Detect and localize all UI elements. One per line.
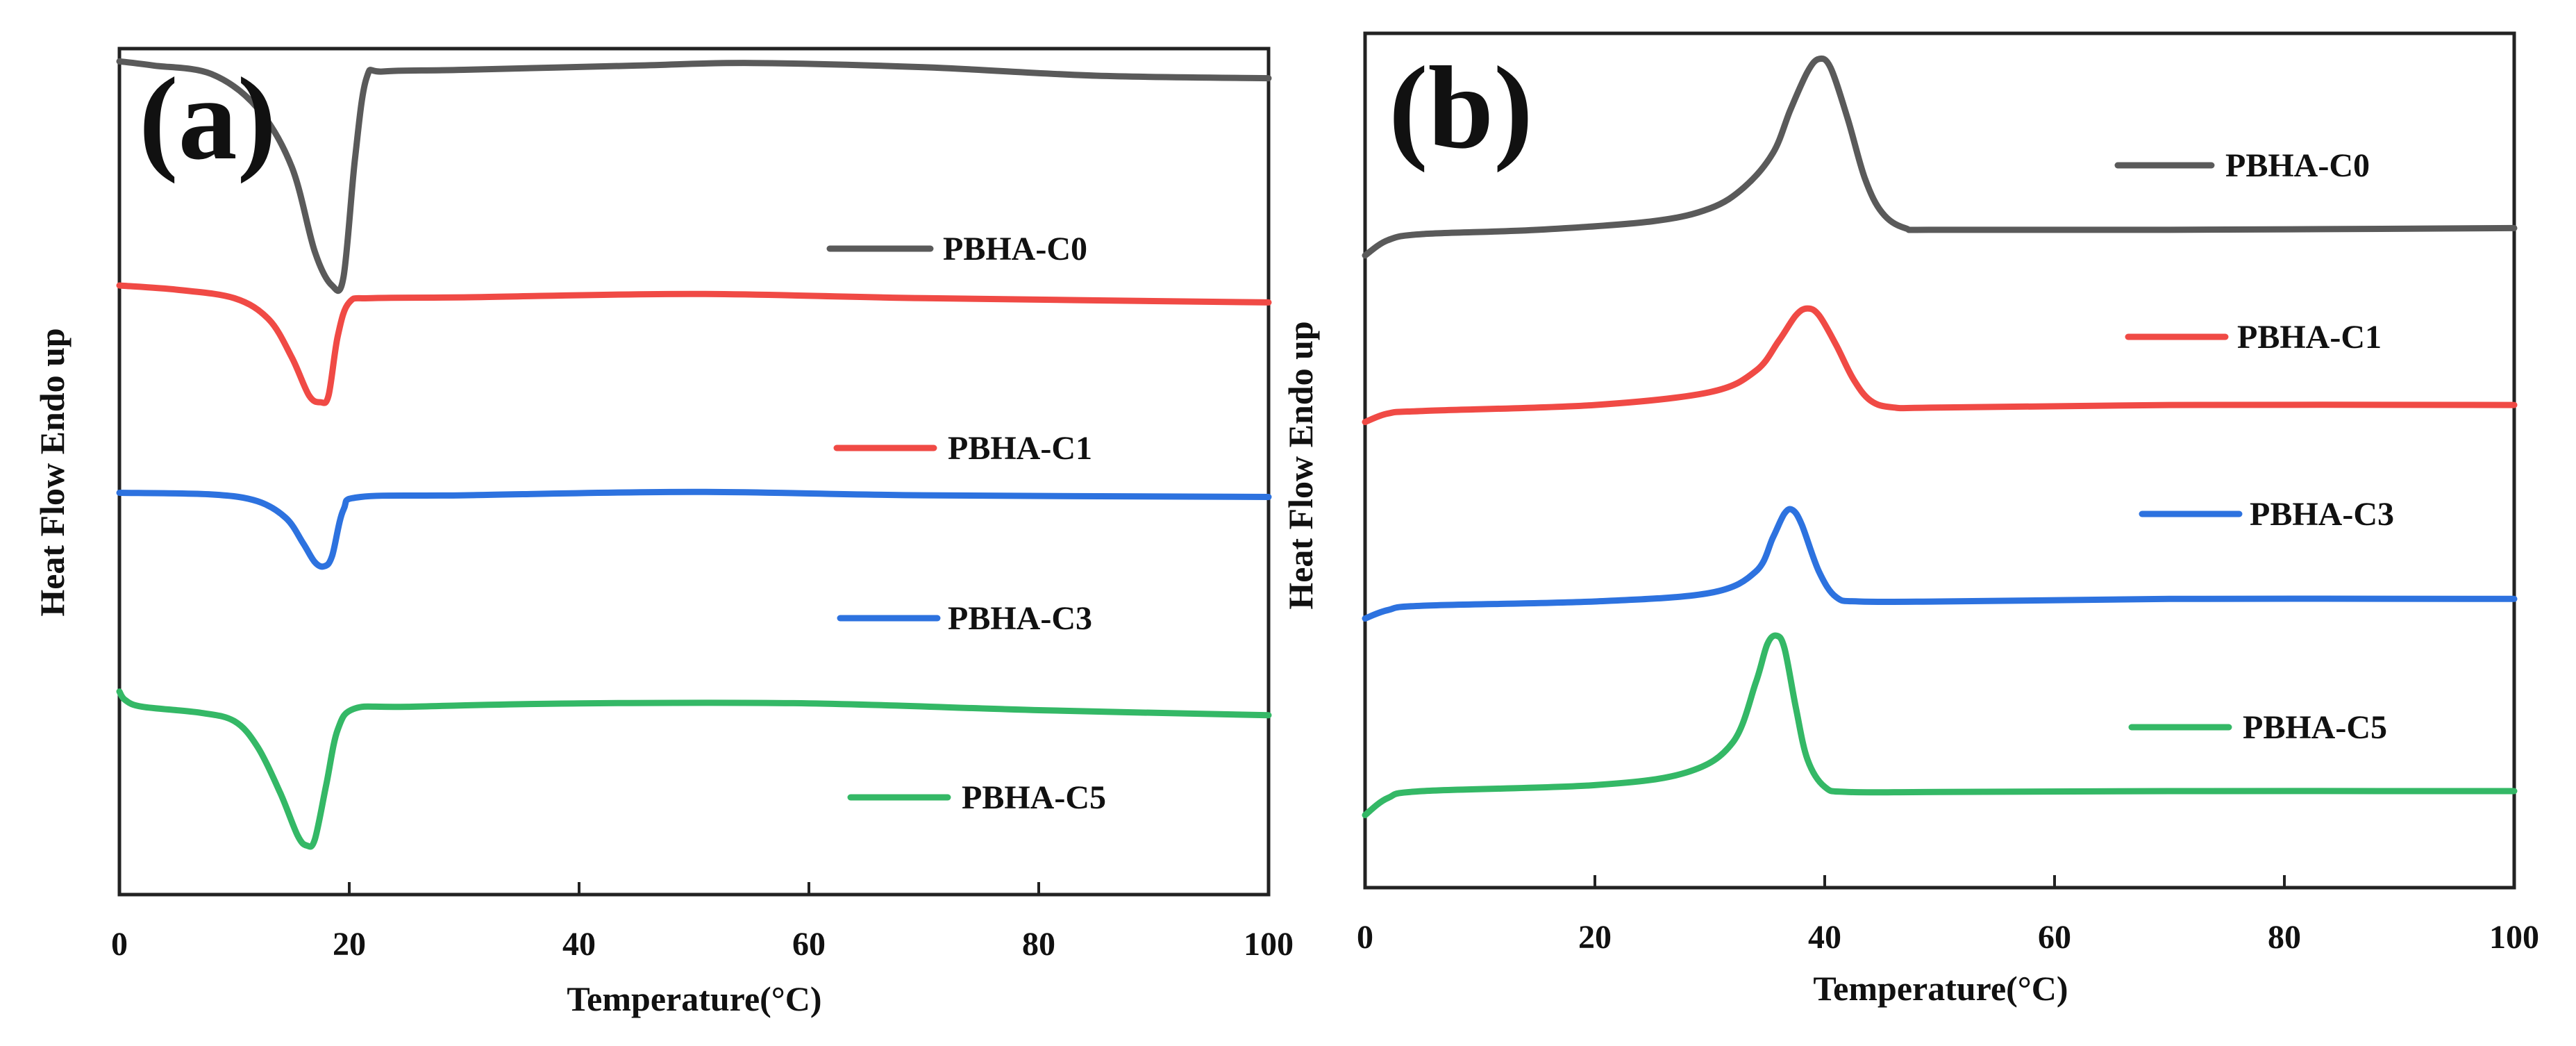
- panel-b: 0 20 40 60 80 100 PBHA-C0PBHA-C1PBHA-C3PBHA-C…: [1281, 31, 2539, 1008]
- series-line-b-pbha-c0: [1362, 55, 2518, 259]
- plot-frame-a: [117, 47, 1271, 897]
- x-tick-label-b-80: 80: [2268, 919, 2301, 956]
- x-tick-label-b-100: 100: [2489, 919, 2539, 956]
- x-tick-label-b-40: 40: [1808, 919, 1841, 956]
- legend-label-b-pbha-c3: PBHA-C3: [2250, 496, 2394, 533]
- x-tick-label-a-60: 60: [792, 926, 826, 963]
- curves-b: [1362, 55, 2518, 818]
- x-axis-title-b: Temperature(°C): [1813, 969, 2068, 1008]
- legend-label-b-pbha-c0: PBHA-C0: [2225, 147, 2370, 184]
- series-line-b-pbha-c3: [1362, 506, 2518, 622]
- legend-b: PBHA-C0 PBHA-C1 PBHA-C3 PBHA-C5: [2114, 147, 2394, 746]
- x-tick-label-a-0: 0: [111, 926, 128, 963]
- x-ticks-a: 0 20 40 60 80 100: [111, 882, 1294, 963]
- legend-label-a-pbha-c3: PBHA-C3: [948, 600, 1092, 637]
- panel-label-b: (b): [1389, 42, 1533, 173]
- series-line-a-pbha-c1: [116, 282, 1272, 406]
- legend-label-a-pbha-c1: PBHA-C1: [948, 430, 1092, 467]
- legend-label-a-pbha-c0: PBHA-C0: [943, 231, 1087, 267]
- x-axis-title-a: Temperature(°C): [567, 979, 821, 1018]
- legend-a: PBHA-C0 PBHA-C1 PBHA-C3 PBHA-C5: [826, 231, 1106, 816]
- x-tick-label-a-100: 100: [1244, 926, 1294, 963]
- y-axis-title-a: Heat Flow Endo up: [33, 328, 72, 616]
- y-axis-title-b: Heat Flow Endo up: [1281, 321, 1320, 609]
- legend-label-b-pbha-c1: PBHA-C1: [2237, 319, 2382, 356]
- series-line-b-pbha-c1: [1362, 305, 2518, 426]
- x-tick-label-a-20: 20: [333, 926, 366, 963]
- series-line-a-pbha-c5: [116, 688, 1272, 850]
- x-ticks-b: 0 20 40 60 80 100: [1357, 875, 2539, 956]
- legend-label-b-pbha-c5: PBHA-C5: [2243, 709, 2387, 746]
- plot-frame-b: [1363, 31, 2516, 890]
- x-tick-label-a-40: 40: [562, 926, 596, 963]
- panel-label-a: (a): [139, 53, 276, 184]
- series-line-a-pbha-c3: [116, 488, 1272, 570]
- curves-a: [116, 58, 1272, 850]
- x-tick-label-b-0: 0: [1357, 919, 1373, 956]
- series-line-a-pbha-c0: [116, 58, 1272, 294]
- legend-label-a-pbha-c5: PBHA-C5: [962, 779, 1106, 816]
- x-tick-label-b-60: 60: [2038, 919, 2071, 956]
- panel-a: 0 20 40 60 80 100 PBHA-C0PBHA-C1PBHA-C3PBHA-C…: [33, 47, 1294, 1018]
- x-tick-label-a-80: 80: [1022, 926, 1055, 963]
- series-line-b-pbha-c5: [1362, 632, 2518, 818]
- x-tick-label-b-20: 20: [1578, 919, 1612, 956]
